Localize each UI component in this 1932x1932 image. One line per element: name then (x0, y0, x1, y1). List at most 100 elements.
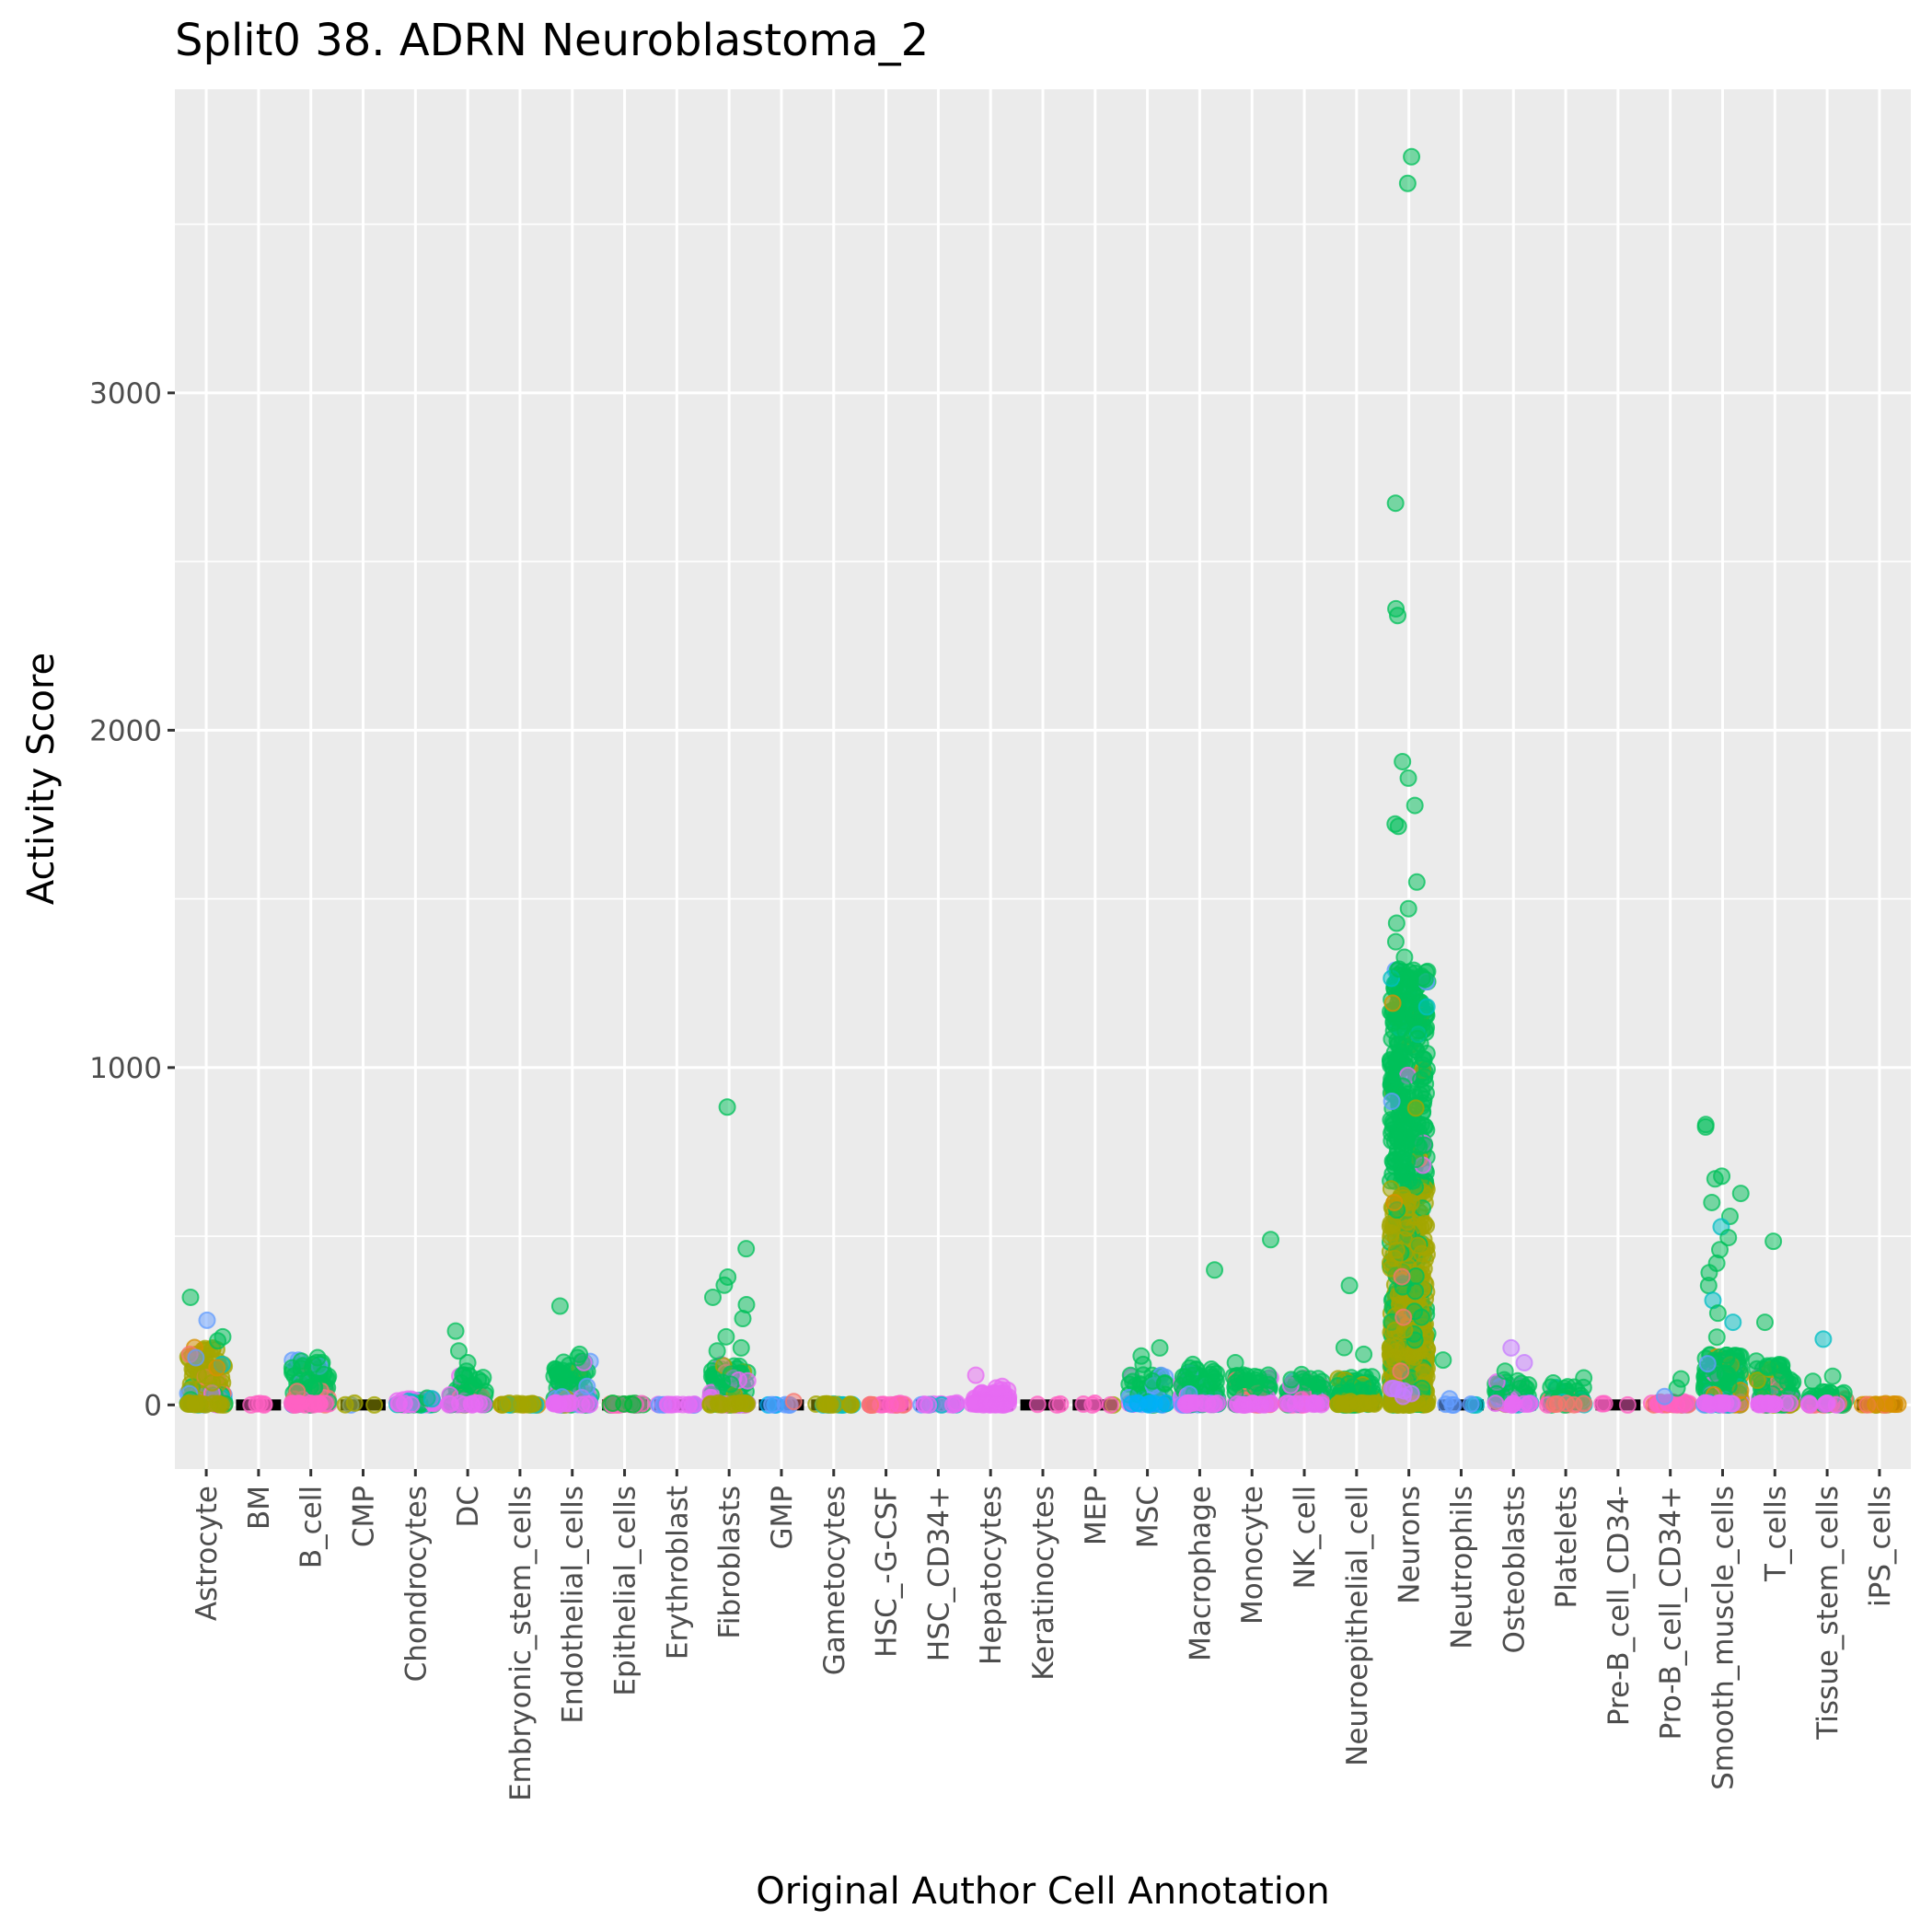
data-point (292, 1352, 310, 1371)
data-point (1385, 1193, 1404, 1211)
x-tick-label: Chondrocytes (399, 1486, 433, 1682)
category-points (1172, 1261, 1227, 1414)
data-point (1440, 1390, 1459, 1408)
data-point (996, 1395, 1014, 1414)
category-points (1853, 1394, 1907, 1414)
category-points (912, 1394, 966, 1414)
data-point (1699, 1277, 1718, 1295)
data-point (1355, 1345, 1373, 1363)
x-tick-label: BM (243, 1486, 276, 1530)
x-tick-label: Erythroblast (661, 1486, 694, 1660)
data-point (1156, 1373, 1174, 1392)
data-point (208, 1359, 226, 1377)
data-point (1394, 1387, 1412, 1406)
data-point (315, 1365, 333, 1383)
data-point (713, 1395, 732, 1414)
data-point (212, 1395, 230, 1414)
category-points (179, 1288, 234, 1414)
data-point (1558, 1378, 1577, 1396)
data-point (1748, 1371, 1766, 1390)
data-point (840, 1395, 859, 1414)
data-point (422, 1390, 441, 1408)
category-points (242, 1394, 273, 1414)
data-point (1884, 1394, 1903, 1413)
data-point (735, 1394, 754, 1413)
data-point (1814, 1330, 1833, 1348)
data-point (553, 1361, 572, 1380)
data-point (1393, 1267, 1411, 1286)
data-point (465, 1376, 483, 1394)
y-tick-label: 0 (144, 1389, 162, 1422)
category-points (336, 1394, 384, 1414)
data-point (1335, 1338, 1353, 1357)
category-points (1487, 1338, 1540, 1414)
category-points (1329, 1277, 1384, 1414)
category-points (601, 1394, 653, 1414)
y-axis: 0 1000 2000 3000 (89, 377, 175, 1422)
data-point (1206, 1370, 1224, 1388)
category-points (1074, 1394, 1122, 1414)
x-tick-label: Gametocytes (818, 1486, 851, 1675)
data-point (1129, 1394, 1148, 1413)
category-points (1278, 1365, 1332, 1414)
category-points (1119, 1338, 1175, 1414)
data-point (1545, 1395, 1564, 1414)
data-point (390, 1394, 409, 1413)
data-point (1406, 796, 1424, 815)
data-point (1386, 494, 1405, 513)
category-points (963, 1366, 1018, 1414)
category-points (1799, 1330, 1855, 1414)
data-point (1698, 1355, 1717, 1373)
data-point (1544, 1374, 1562, 1393)
data-point (1399, 769, 1417, 787)
data-point (1747, 1352, 1765, 1371)
data-point (1227, 1373, 1245, 1392)
data-point (1387, 1241, 1406, 1259)
data-point (1575, 1369, 1593, 1387)
data-point (1363, 1378, 1382, 1396)
data-point (1487, 1394, 1505, 1413)
data-point (1781, 1394, 1799, 1413)
data-point (1707, 1328, 1726, 1347)
data-point (1417, 998, 1436, 1016)
x-tick-label: iPS_cells (1864, 1486, 1897, 1607)
data-point (1706, 1170, 1724, 1188)
data-point (1051, 1394, 1070, 1413)
data-point (1226, 1354, 1244, 1372)
category-points (545, 1297, 600, 1414)
data-point (1383, 994, 1402, 1012)
x-tick-label: DC (452, 1486, 485, 1528)
data-point (1416, 1214, 1434, 1232)
data-point (891, 1394, 909, 1413)
data-point (449, 1342, 468, 1360)
y-tick-label: 1000 (89, 1052, 162, 1085)
data-point (550, 1297, 569, 1315)
data-point (978, 1394, 996, 1413)
data-point (1313, 1395, 1331, 1414)
data-point (365, 1395, 384, 1414)
category-points (649, 1395, 704, 1414)
data-point (862, 1395, 880, 1414)
data-point (718, 1098, 736, 1116)
data-point (181, 1288, 200, 1306)
data-point (305, 1378, 323, 1396)
data-point (446, 1322, 465, 1340)
x-tick-label: B_cell (295, 1486, 329, 1568)
data-point (1394, 1150, 1413, 1168)
data-point (285, 1395, 304, 1414)
data-point (1502, 1338, 1521, 1357)
data-point (1240, 1395, 1258, 1414)
data-point (1415, 1394, 1433, 1413)
chart-title: Split0 38. ADRN Neuroblastoma_2 (175, 15, 929, 66)
data-point (1407, 873, 1426, 891)
y-tick-label: 2000 (89, 714, 162, 747)
data-point (1389, 817, 1407, 836)
data-point (1394, 752, 1412, 770)
data-point (784, 1393, 803, 1411)
data-point (1413, 1244, 1431, 1263)
category-points (759, 1393, 803, 1414)
data-point (1764, 1232, 1783, 1251)
x-axis: Astrocyte BM B_cell CMP Chondrocytes DC Embryo… (191, 1469, 1897, 1801)
data-point (1397, 978, 1416, 996)
x-tick-label: Endothelial_cells (557, 1486, 590, 1724)
